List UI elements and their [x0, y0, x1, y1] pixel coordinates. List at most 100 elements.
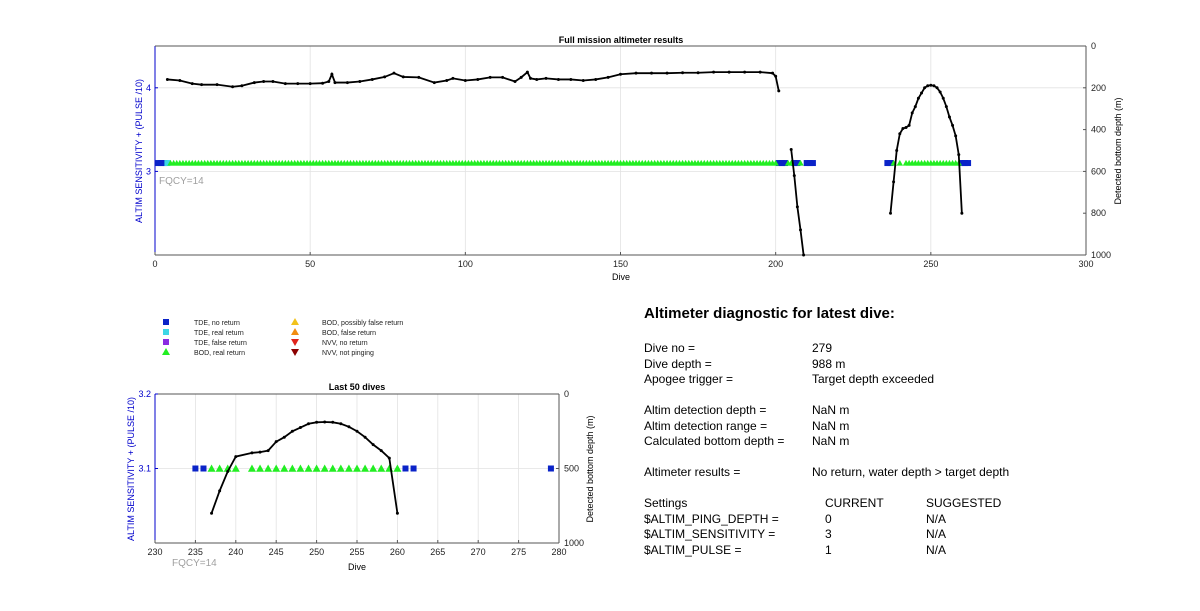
- bottom-depth-point: [307, 422, 311, 426]
- tde-marker: [791, 160, 798, 167]
- legend-marker: [163, 319, 169, 325]
- y2-tick-label: 500: [564, 464, 579, 474]
- tde-marker: [778, 160, 785, 167]
- bottom-depth-point: [476, 77, 480, 81]
- bottom-depth-point: [892, 180, 896, 184]
- bottom-depth-point: [960, 211, 964, 215]
- bottom-depth-point: [371, 443, 375, 447]
- bottom-depth-point: [556, 77, 560, 81]
- tde-marker: [155, 160, 162, 167]
- tde-marker: [809, 160, 816, 167]
- bottom-depth-point: [798, 228, 802, 232]
- tde-marker: [164, 160, 171, 167]
- apogee-trigger-value: Target depth exceeded: [812, 372, 935, 386]
- tde-marker: [884, 160, 891, 167]
- legend: TDE, no return TDE, real return TDE, false…: [162, 318, 403, 357]
- bottom-depth-point: [954, 134, 958, 138]
- setting-current: 0: [825, 512, 832, 526]
- bottom-depth-point: [451, 76, 455, 80]
- dive-depth-label: Dive depth =: [644, 357, 712, 371]
- bottom-depth-point: [178, 78, 182, 82]
- tde-marker: [965, 160, 972, 167]
- y-tick-label: 3: [146, 166, 151, 176]
- fqcy-annotation: FQCY=14: [172, 558, 217, 569]
- bottom-depth-point: [544, 76, 548, 80]
- bottom-depth-point: [535, 77, 539, 81]
- y2-axis-label: Detected bottom depth (m): [585, 415, 595, 522]
- bottom-depth-point: [634, 71, 638, 75]
- bottom-depth-point: [271, 80, 275, 84]
- y-tick-label: 3.1: [138, 464, 151, 474]
- bottom-depth-point: [331, 420, 335, 424]
- bottom-depth-point: [401, 75, 405, 79]
- bod-marker: [328, 464, 337, 472]
- tde-marker: [775, 160, 782, 167]
- bottom-depth-point: [681, 71, 685, 75]
- y2-tick-label: 800: [1091, 208, 1106, 218]
- bottom-depth-point: [379, 449, 383, 453]
- bottom-depth-point: [445, 78, 449, 82]
- bottom-depth-point: [594, 77, 598, 81]
- bod-marker: [312, 464, 321, 472]
- bod-marker: [296, 464, 305, 472]
- x-tick-label: 275: [511, 547, 526, 557]
- legend-marker: [291, 339, 299, 346]
- bod-marker: [247, 464, 256, 472]
- tde-marker: [192, 465, 199, 472]
- bod-marker: [207, 464, 216, 472]
- altimeter-results-label: Altimeter results =: [644, 465, 741, 479]
- x-tick-label: 200: [768, 259, 783, 269]
- bottom-depth-point: [339, 422, 343, 426]
- plot-area: 230 235 240 245 250 255 260 265 270 275 280 3.1 3.2 0…: [138, 389, 584, 557]
- bottom-depth-point: [240, 84, 244, 88]
- bottom-depth-point: [795, 205, 799, 209]
- bottom-depth-point: [218, 489, 222, 493]
- bottom-depth-point: [315, 420, 319, 424]
- bottom-depth-point: [165, 77, 169, 81]
- bottom-depth-point: [215, 83, 219, 87]
- x-tick-label: 280: [551, 547, 566, 557]
- altim-detection-range-label: Altim detection range =: [644, 419, 768, 433]
- bottom-depth-point: [370, 77, 374, 81]
- bottom-depth-point: [321, 81, 325, 85]
- legend-label: BOD, possibly false return: [322, 320, 403, 327]
- y2-tick-label: 1000: [1091, 250, 1111, 260]
- plot-area: 0 50 100 150 200 250 300 3 4 0 200 400 600 800 1000: [146, 41, 1111, 269]
- legend-marker: [291, 349, 299, 356]
- settings-current-header: CURRENT: [825, 496, 884, 510]
- bottom-depth-point: [529, 76, 533, 80]
- y-tick-label: 3.2: [138, 389, 151, 399]
- bottom-depth-point: [262, 80, 266, 84]
- setting-suggested: N/A: [926, 527, 947, 541]
- x-tick-label: 245: [269, 547, 284, 557]
- bottom-depth-point: [358, 80, 362, 84]
- bottom-depth-point: [913, 105, 917, 109]
- bottom-depth-point: [250, 451, 254, 455]
- last-50-dives-chart: Last 50 dives 230 235 240 245 250 255 260 265 27…: [126, 382, 595, 572]
- bod-marker: [304, 464, 313, 472]
- bottom-depth-point: [327, 80, 331, 84]
- tde-marker: [806, 160, 813, 167]
- bod-marker: [280, 464, 289, 472]
- bottom-depth-point: [907, 123, 911, 127]
- x-tick-label: 0: [152, 259, 157, 269]
- bottom-depth-point: [771, 71, 775, 75]
- y-tick-label: 4: [146, 83, 151, 93]
- setting-name: $ALTIM_SENSITIVITY =: [644, 527, 776, 541]
- bottom-depth-point: [190, 82, 194, 86]
- tde-marker: [161, 160, 168, 167]
- bottom-depth-point: [355, 429, 359, 433]
- bottom-depth-point: [383, 75, 387, 79]
- x-tick-label: 270: [471, 547, 486, 557]
- y2-axis-label: Detected bottom depth (m): [1113, 97, 1123, 204]
- x-tick-label: 265: [430, 547, 445, 557]
- chart-title: Last 50 dives: [329, 382, 386, 392]
- tde-marker: [961, 160, 968, 167]
- setting-current: 1: [825, 543, 832, 557]
- bottom-depth-line: [889, 84, 963, 214]
- bod-marker: [369, 464, 378, 472]
- bottom-depth-point: [525, 70, 529, 74]
- tde-marker: [547, 465, 554, 472]
- y2-tick-label: 600: [1091, 166, 1106, 176]
- x-tick-label: 240: [228, 547, 243, 557]
